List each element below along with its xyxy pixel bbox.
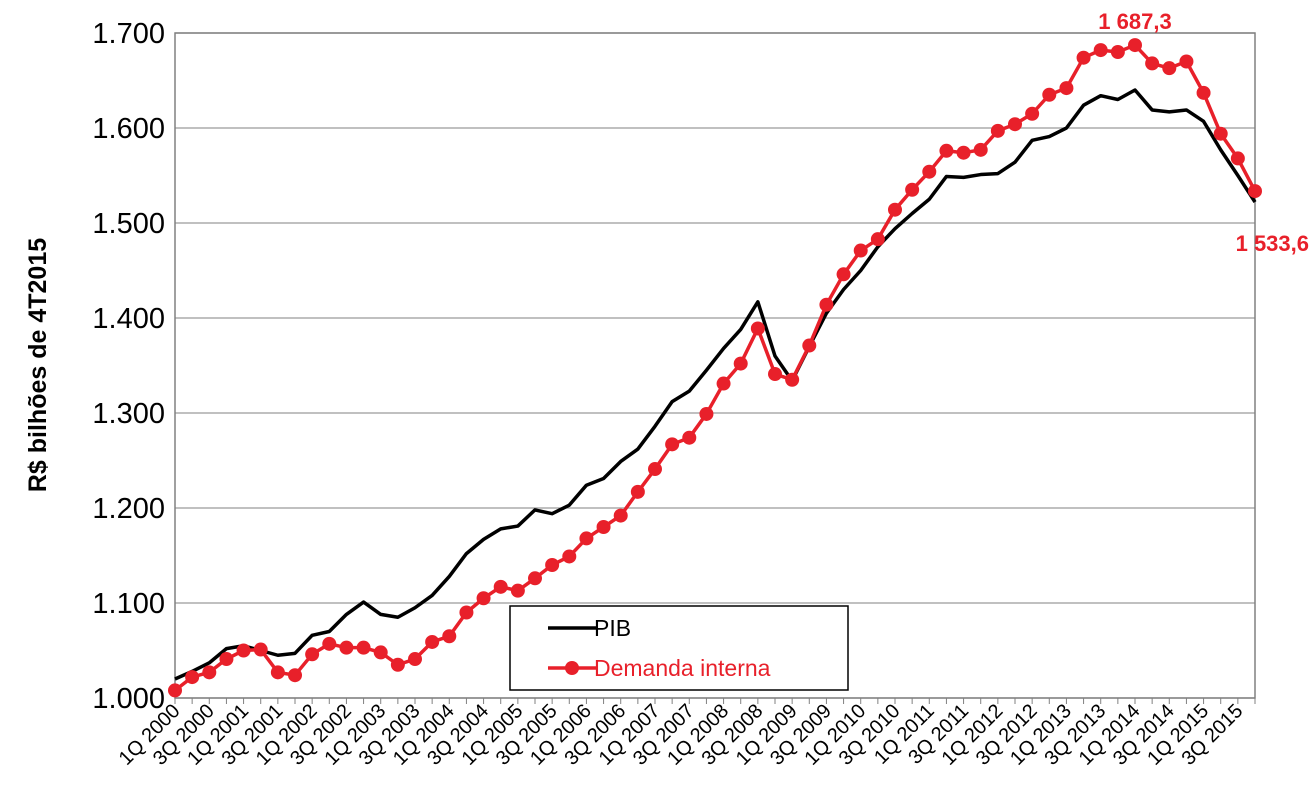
data-point [373, 645, 388, 660]
y-tick-label: 1.500 [92, 208, 165, 240]
data-point [168, 683, 182, 698]
data-point [768, 367, 782, 382]
data-point [493, 579, 508, 594]
data-point [1213, 126, 1228, 141]
data-point [990, 123, 1005, 138]
data-point [202, 665, 217, 680]
y-tick-label: 1.400 [92, 303, 165, 335]
data-point [408, 652, 422, 667]
legend-label: Demanda interna [594, 655, 771, 681]
y-tick-label: 1.000 [92, 683, 165, 715]
data-point [956, 145, 971, 160]
data-point [802, 338, 817, 353]
data-point [733, 356, 748, 371]
y-tick-label: 1.700 [92, 18, 165, 50]
y-tick-label: 1.600 [92, 113, 165, 145]
data-point [853, 243, 868, 258]
legend-label: PIB [594, 615, 631, 641]
data-point [1196, 85, 1211, 100]
series-line [174, 88, 1257, 681]
data-point [390, 657, 405, 672]
data-point [236, 643, 251, 658]
data-point [905, 182, 920, 197]
data-point [888, 202, 902, 217]
data-point [562, 549, 577, 564]
data-point [1145, 56, 1160, 71]
data-point [270, 665, 285, 680]
plot-border [174, 32, 1256, 699]
data-point [922, 164, 937, 179]
data-point [870, 232, 885, 247]
data-point [459, 605, 474, 620]
data-point [356, 640, 371, 655]
data-point [1008, 117, 1022, 132]
data-point [305, 647, 320, 662]
data-point [648, 462, 662, 477]
y-axis-label: R$ bilhões de 4T2015 [24, 238, 52, 492]
data-point [596, 520, 611, 534]
data-point [836, 267, 851, 282]
data-point [665, 437, 680, 452]
series-line [173, 43, 1257, 692]
data-point [1110, 45, 1125, 59]
data-point [1248, 184, 1262, 199]
data-point [1230, 151, 1245, 166]
data-point [699, 406, 714, 421]
data-point [219, 652, 234, 667]
data-point [510, 583, 525, 598]
data-point [1025, 106, 1040, 121]
data-point [1059, 81, 1074, 96]
data-point [545, 558, 560, 572]
data-point [819, 297, 834, 312]
data-point [1076, 50, 1091, 65]
data-point [785, 372, 800, 387]
data-point [1179, 54, 1194, 69]
data-point [476, 591, 491, 606]
data-point [579, 531, 594, 546]
data-point [339, 640, 354, 655]
data-point [185, 670, 200, 685]
data-point [528, 571, 542, 586]
y-tick-label: 1.200 [92, 493, 165, 525]
data-point [425, 634, 440, 649]
y-tick-label: 1.300 [92, 398, 165, 430]
data-point [1093, 43, 1108, 58]
data-point [716, 376, 731, 391]
data-point [630, 484, 645, 499]
y-tick-label: 1.100 [92, 588, 165, 620]
value-label: 1 533,6 [1236, 231, 1309, 256]
data-point [682, 430, 697, 445]
data-point [973, 142, 988, 157]
value-label: 1 687,3 [1098, 9, 1171, 34]
data-point [442, 629, 457, 644]
data-point [1128, 38, 1142, 53]
legend-box [509, 605, 849, 691]
data-point [322, 636, 337, 651]
data-point [613, 508, 628, 523]
data-point [253, 642, 268, 657]
data-point [1042, 87, 1057, 102]
legend-marker [565, 661, 579, 675]
data-point [939, 143, 954, 158]
data-point [1162, 61, 1177, 76]
data-point [288, 668, 302, 683]
data-point [750, 321, 765, 336]
